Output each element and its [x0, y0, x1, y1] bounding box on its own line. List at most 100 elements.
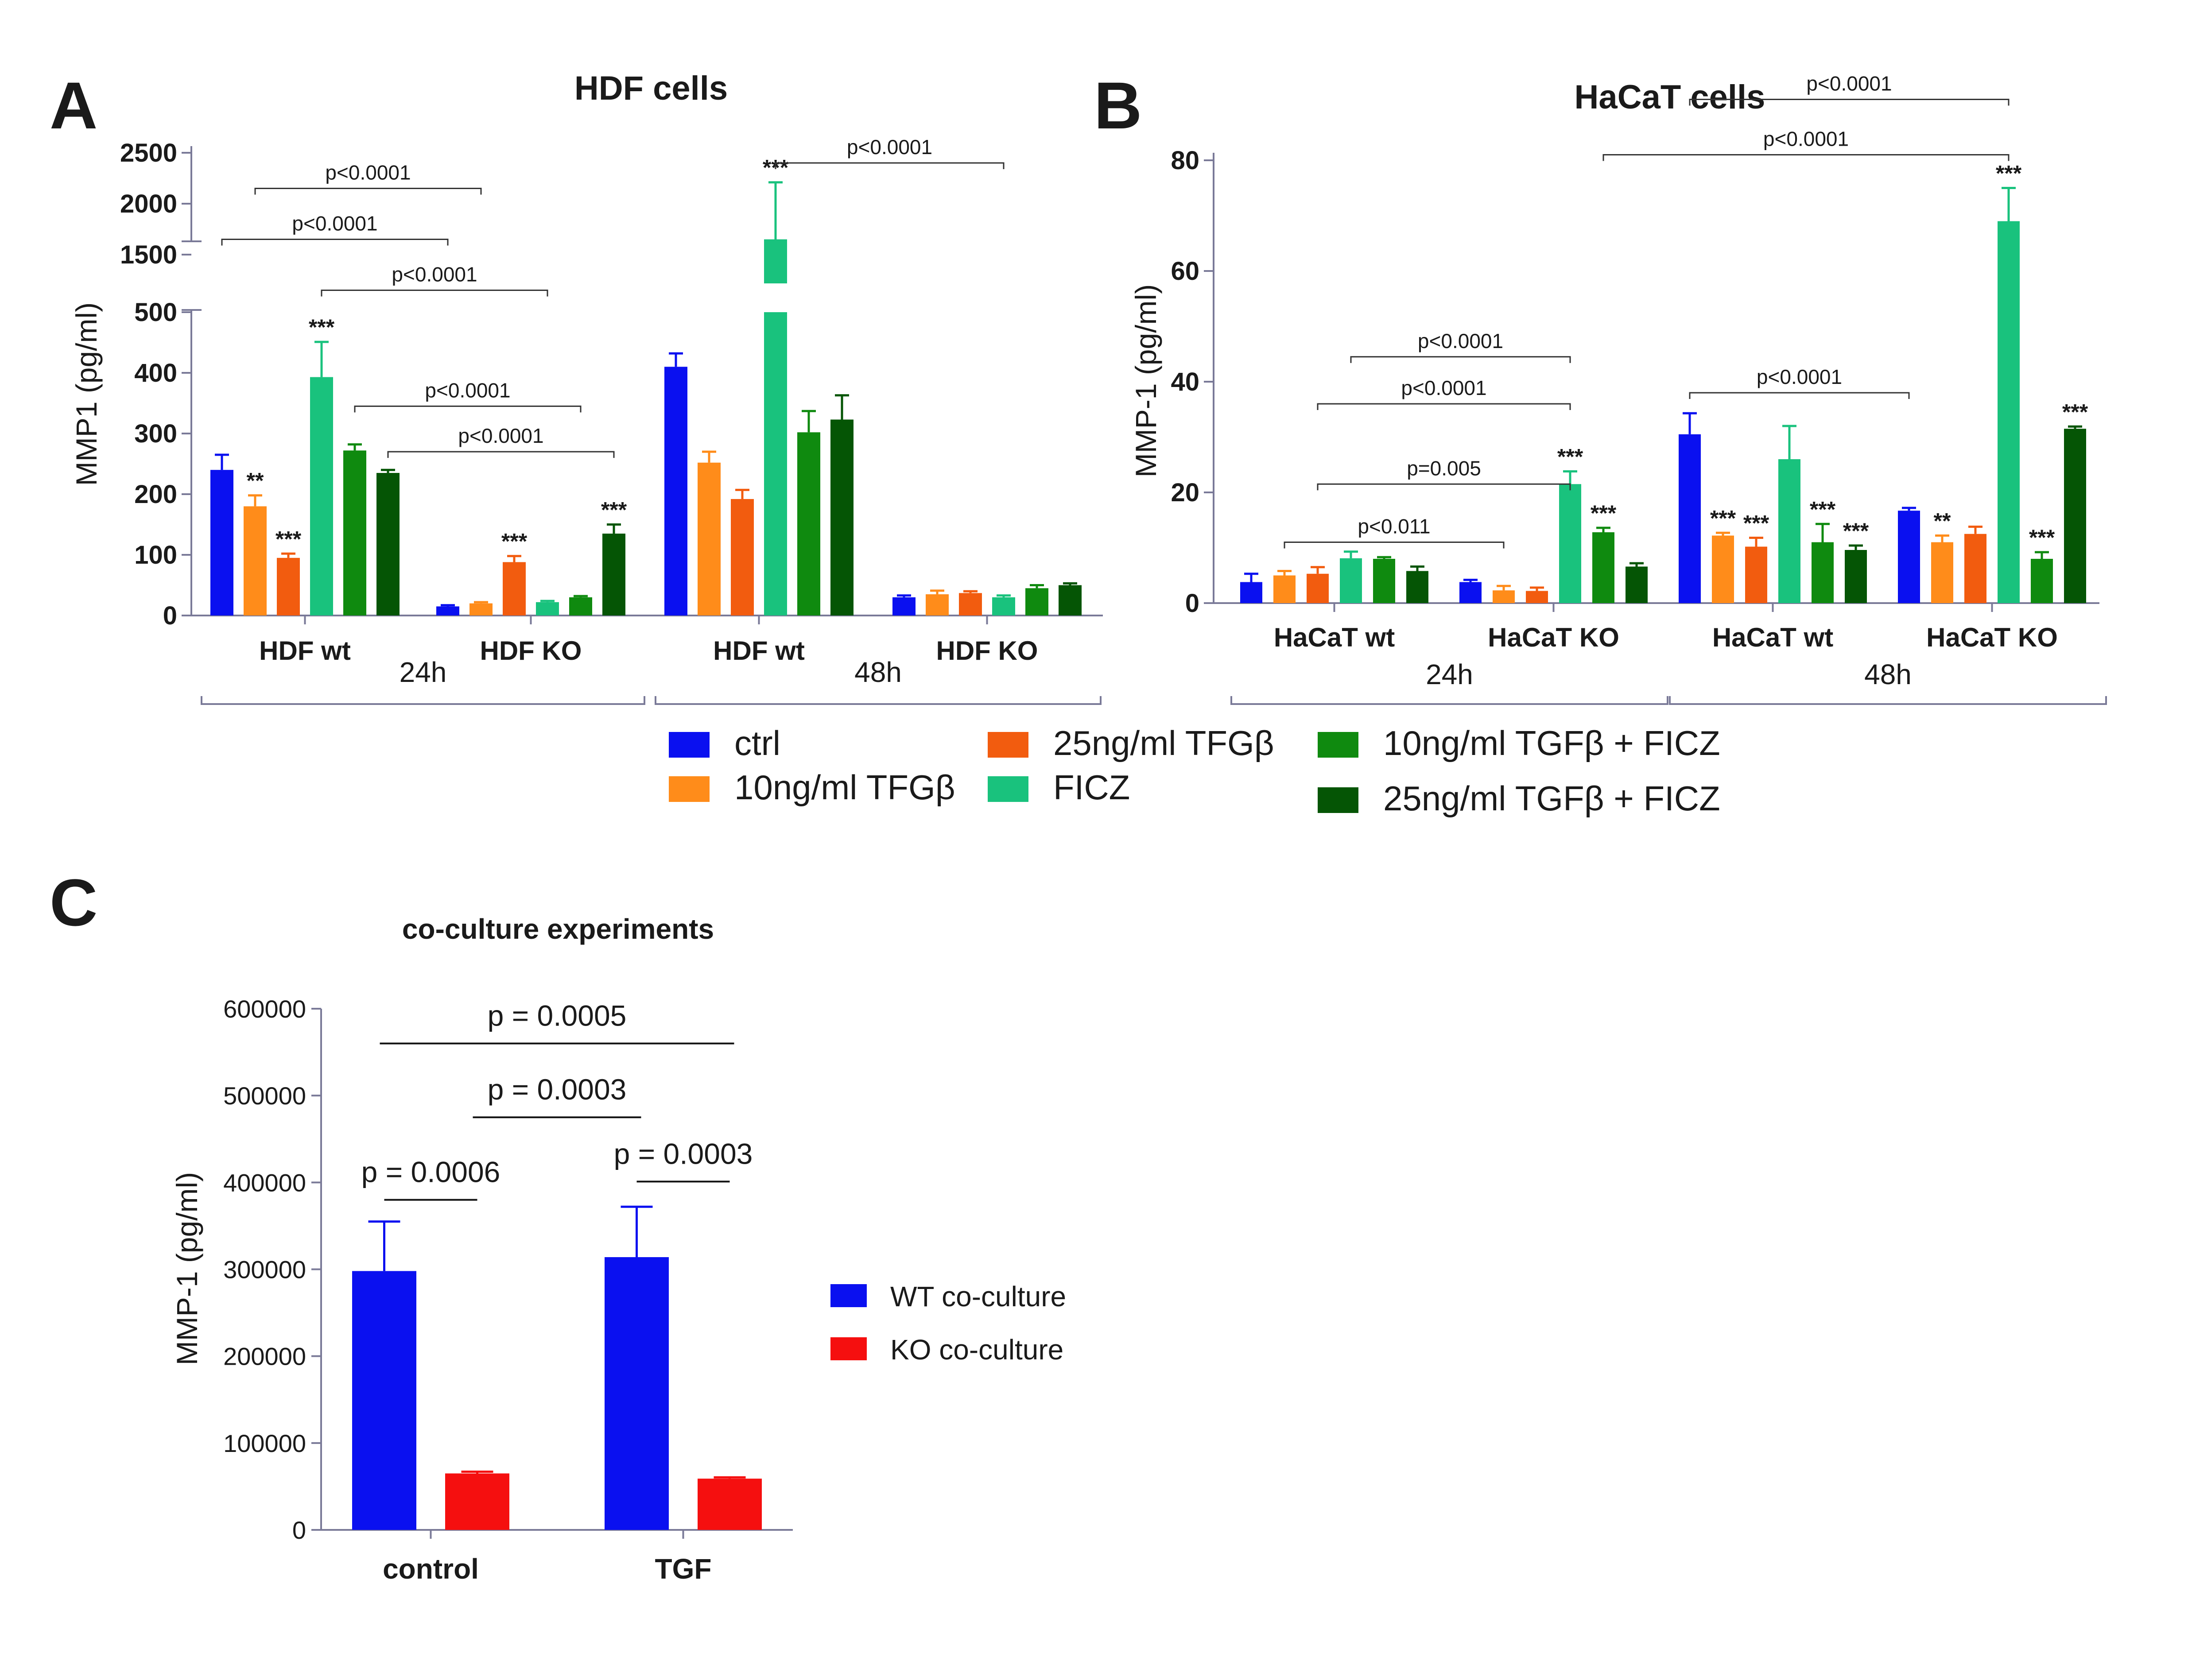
significance-stars: ***	[501, 529, 528, 554]
bar	[310, 377, 333, 615]
y-tick-label: 2000	[120, 190, 177, 218]
bar	[926, 594, 949, 615]
legend-swatch	[988, 776, 1028, 802]
panel-a-hdf-chart: A HDF cells MMP1 (pg/ml) 0 100 200 300 400 500 15…	[50, 68, 1103, 705]
bar	[469, 603, 493, 615]
y-axis-label: MMP1 (pg/ml)	[70, 302, 103, 486]
chart-title: co-culture experiments	[402, 913, 714, 945]
bar	[210, 470, 233, 615]
significance-stars: ***	[1591, 501, 1617, 526]
time-group-label: 24h	[400, 656, 447, 688]
bar	[2031, 559, 2053, 603]
bar	[1592, 532, 1614, 603]
p-value-label: p<0.0001	[392, 263, 477, 286]
bar	[1626, 566, 1648, 603]
p-value-label: p<0.0001	[1763, 128, 1849, 151]
bar	[1679, 434, 1701, 603]
category-label: HDF KO	[480, 636, 582, 666]
category-label: control	[383, 1553, 479, 1585]
bar	[343, 450, 366, 615]
p-value-label: p<0.0001	[292, 212, 377, 235]
bar	[1459, 582, 1482, 603]
legend-swatch	[830, 1284, 867, 1307]
time-group-bracket	[1669, 696, 2107, 705]
bar	[1812, 542, 1834, 603]
significance-stars: ***	[2029, 525, 2055, 550]
y-tick-label: 1500	[120, 240, 177, 269]
bar	[1745, 546, 1767, 603]
bar	[376, 473, 400, 615]
p-value-label: p<0.0001	[1806, 72, 1892, 95]
y-tick-label: 80	[1171, 146, 1199, 175]
bar	[503, 562, 526, 615]
panel-b-hacat-chart: B HaCaT cells MMP-1 (pg/ml) 0 20 40 60 80 HaCaT …	[1094, 68, 2107, 705]
legend-label: ctrl	[734, 724, 780, 763]
legend-swatch	[669, 776, 710, 802]
bar	[2064, 429, 2086, 603]
significance-stars: ***	[2062, 399, 2088, 424]
significance-stars: ***	[1743, 511, 1769, 536]
p-value-label: p<0.0001	[1757, 365, 1842, 388]
legend-swatch	[669, 732, 710, 758]
legend-label: 25ng/ml TGFβ + FICZ	[1383, 779, 1720, 818]
y-tick-label: 200	[134, 480, 177, 509]
bar	[605, 1257, 669, 1530]
p-value-label: p<0.0001	[458, 424, 543, 447]
significance-stars: ***	[275, 526, 302, 551]
p-value-label: p = 0.0005	[488, 999, 627, 1032]
legend-swatch	[988, 732, 1028, 758]
bar	[352, 1271, 416, 1530]
treatment-legend: ctrl 10ng/ml TFGβ 25ng/ml TFGβ FICZ 10ng/ml …	[669, 724, 1720, 818]
bar	[436, 606, 459, 615]
bar	[731, 499, 754, 615]
bar	[1778, 459, 1800, 603]
significance-stars: ***	[1710, 506, 1736, 530]
time-group-bracket	[1230, 696, 1668, 705]
bar	[698, 1479, 762, 1530]
time-group-label: 24h	[1426, 658, 1473, 690]
y-tick-label: 0	[292, 1516, 306, 1544]
bar	[277, 557, 300, 615]
y-tick-label: 300	[134, 419, 177, 448]
bar	[1406, 571, 1428, 603]
y-axis-label: MMP-1 (pg/ml)	[171, 1172, 203, 1365]
y-tick-label: 0	[1185, 589, 1199, 618]
y-tick-label: 500	[134, 298, 177, 327]
time-group-label: 48h	[1864, 658, 1912, 690]
significance-bracket	[387, 451, 615, 458]
bar	[536, 602, 559, 615]
significance-bracket	[1317, 403, 1571, 410]
y-tick-label: 400000	[223, 1169, 306, 1196]
category-label: HDF wt	[713, 636, 805, 666]
bar	[1307, 573, 1329, 603]
y-tick-label: 100	[134, 541, 177, 569]
p-value-label: p = 0.0003	[614, 1137, 753, 1170]
bar	[664, 367, 687, 615]
y-tick-label: 20	[1171, 478, 1199, 507]
bar	[830, 419, 854, 615]
legend-label: 25ng/ml TFGβ	[1053, 724, 1274, 763]
bar	[602, 534, 625, 615]
legend-label: 10ng/ml TGFβ + FICZ	[1383, 724, 1720, 763]
significance-stars: **	[247, 468, 264, 493]
bar	[892, 597, 916, 615]
significance-stars: ***	[1557, 445, 1583, 469]
bar	[698, 462, 721, 615]
p-value-label: p = 0.0006	[361, 1156, 500, 1188]
time-group-label: 48h	[854, 656, 902, 688]
significance-bracket	[775, 162, 1005, 169]
significance-bracket	[1689, 392, 1910, 399]
significance-bracket	[221, 239, 449, 246]
p-value-label: p<0.0001	[1418, 329, 1503, 352]
bar-upper-segment	[764, 239, 787, 283]
time-group-bracket	[201, 696, 645, 705]
significance-stars: **	[1934, 509, 1951, 534]
significance-bracket	[1689, 99, 2010, 106]
bar	[1898, 511, 1920, 603]
significance-bracket	[1317, 483, 1571, 491]
bar	[1340, 558, 1362, 603]
p-value-label: p = 0.0003	[488, 1073, 627, 1106]
category-label: HDF KO	[936, 636, 1038, 666]
